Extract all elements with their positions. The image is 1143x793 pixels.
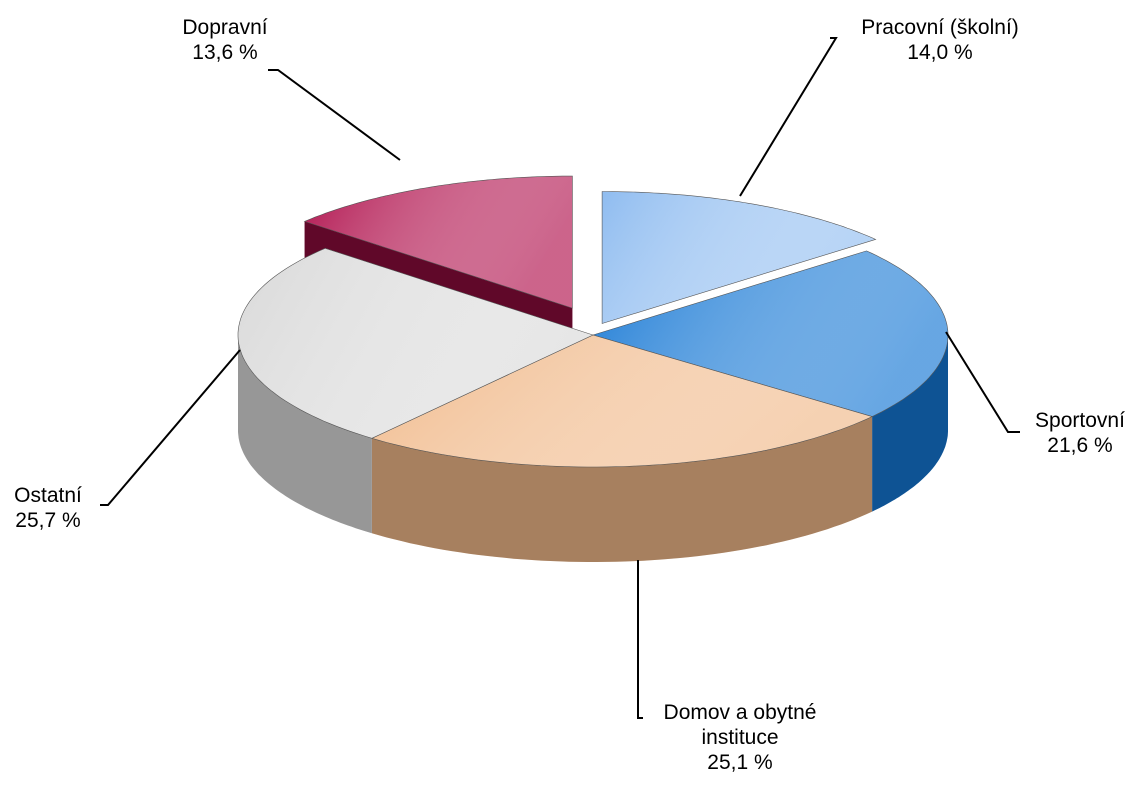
side-shade: [371, 416, 873, 562]
side-shade: [872, 335, 948, 512]
category-label: Domov a obytné instituce: [663, 701, 817, 749]
slice-label: Domov a obytné instituce 25,1 %: [645, 700, 835, 775]
side-wall: [238, 335, 372, 534]
slice-sheen: [237, 247, 594, 439]
side-wall: [371, 416, 873, 562]
slice-sheen: [601, 191, 877, 324]
slice-label: Sportovní 21,6 %: [1035, 408, 1125, 458]
value-label: 13,6 %: [192, 41, 258, 64]
slice-sheen: [591, 250, 949, 417]
leader-line: [945, 331, 1020, 433]
slice-label: Ostatní 25,7 %: [14, 483, 82, 533]
category-label: Ostatní: [14, 484, 82, 507]
leader-line: [268, 69, 401, 161]
slice-sheen: [371, 334, 873, 468]
slice-label: Pracovní (školní) 14,0 %: [861, 15, 1019, 65]
leader-line: [100, 349, 241, 506]
value-label: 25,7 %: [15, 509, 81, 532]
side-shade: [238, 335, 372, 534]
leader-line: [739, 37, 838, 197]
category-label: Sportovní: [1035, 409, 1125, 432]
value-label: 25,1 %: [707, 751, 773, 774]
slice-sheen: [303, 175, 573, 309]
category-label: Dopravní: [182, 16, 268, 39]
value-label: 21,6 %: [1047, 434, 1113, 457]
slice-label: Dopravní 13,6 %: [182, 15, 267, 65]
leader-line: [637, 560, 643, 719]
category-label: Pracovní (školní): [861, 16, 1019, 39]
side-wall: [872, 335, 948, 512]
value-label: 14,0 %: [907, 41, 973, 64]
